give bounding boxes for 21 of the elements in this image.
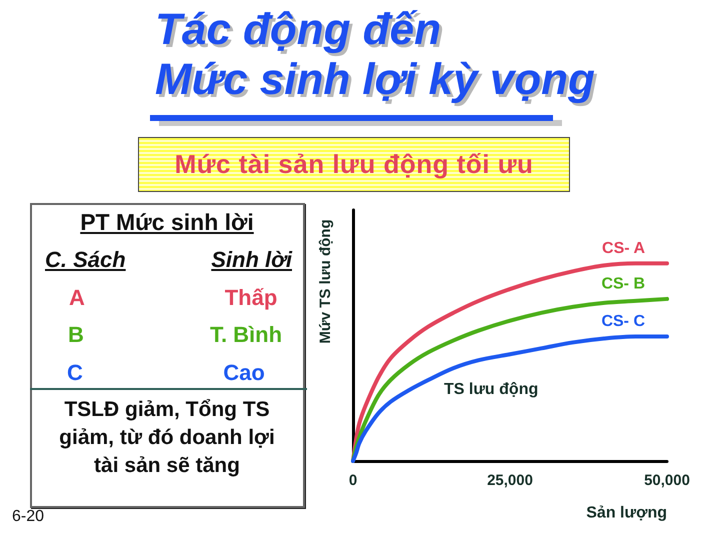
series-label: CS- A: [602, 240, 646, 257]
text: C: [67, 360, 83, 386]
text: T. Bình: [210, 322, 282, 348]
text: Sinh lời: [211, 247, 292, 273]
text: C. Sách: [45, 247, 126, 273]
text: 6-20: [12, 508, 44, 526]
x-axis-title: Sản lượng: [586, 504, 667, 522]
text: PT Mức sinh lời: [79, 209, 255, 236]
x-tick-label: 50,000: [644, 472, 690, 489]
series-label: CS- C: [601, 312, 646, 330]
x-tick-label: 0: [348, 472, 358, 489]
series-label: CS- B: [601, 275, 645, 292]
text: TSLĐ giảm, Tổng TS giảm, từ đó doanh lợi tài sản sẽ tăng: [58, 397, 276, 479]
text: A: [69, 285, 85, 311]
text: Cao: [223, 360, 265, 386]
text: B: [68, 322, 84, 348]
x-tick-label: 25,000: [487, 472, 533, 489]
chart-title: Tác động đến Mức sinh lợi kỳ vọng: [155, 5, 595, 105]
y-axis-title: Mứv TS lưu động: [317, 219, 334, 344]
annotation: TS lưu động: [444, 381, 538, 399]
text: Thấp: [224, 285, 278, 311]
